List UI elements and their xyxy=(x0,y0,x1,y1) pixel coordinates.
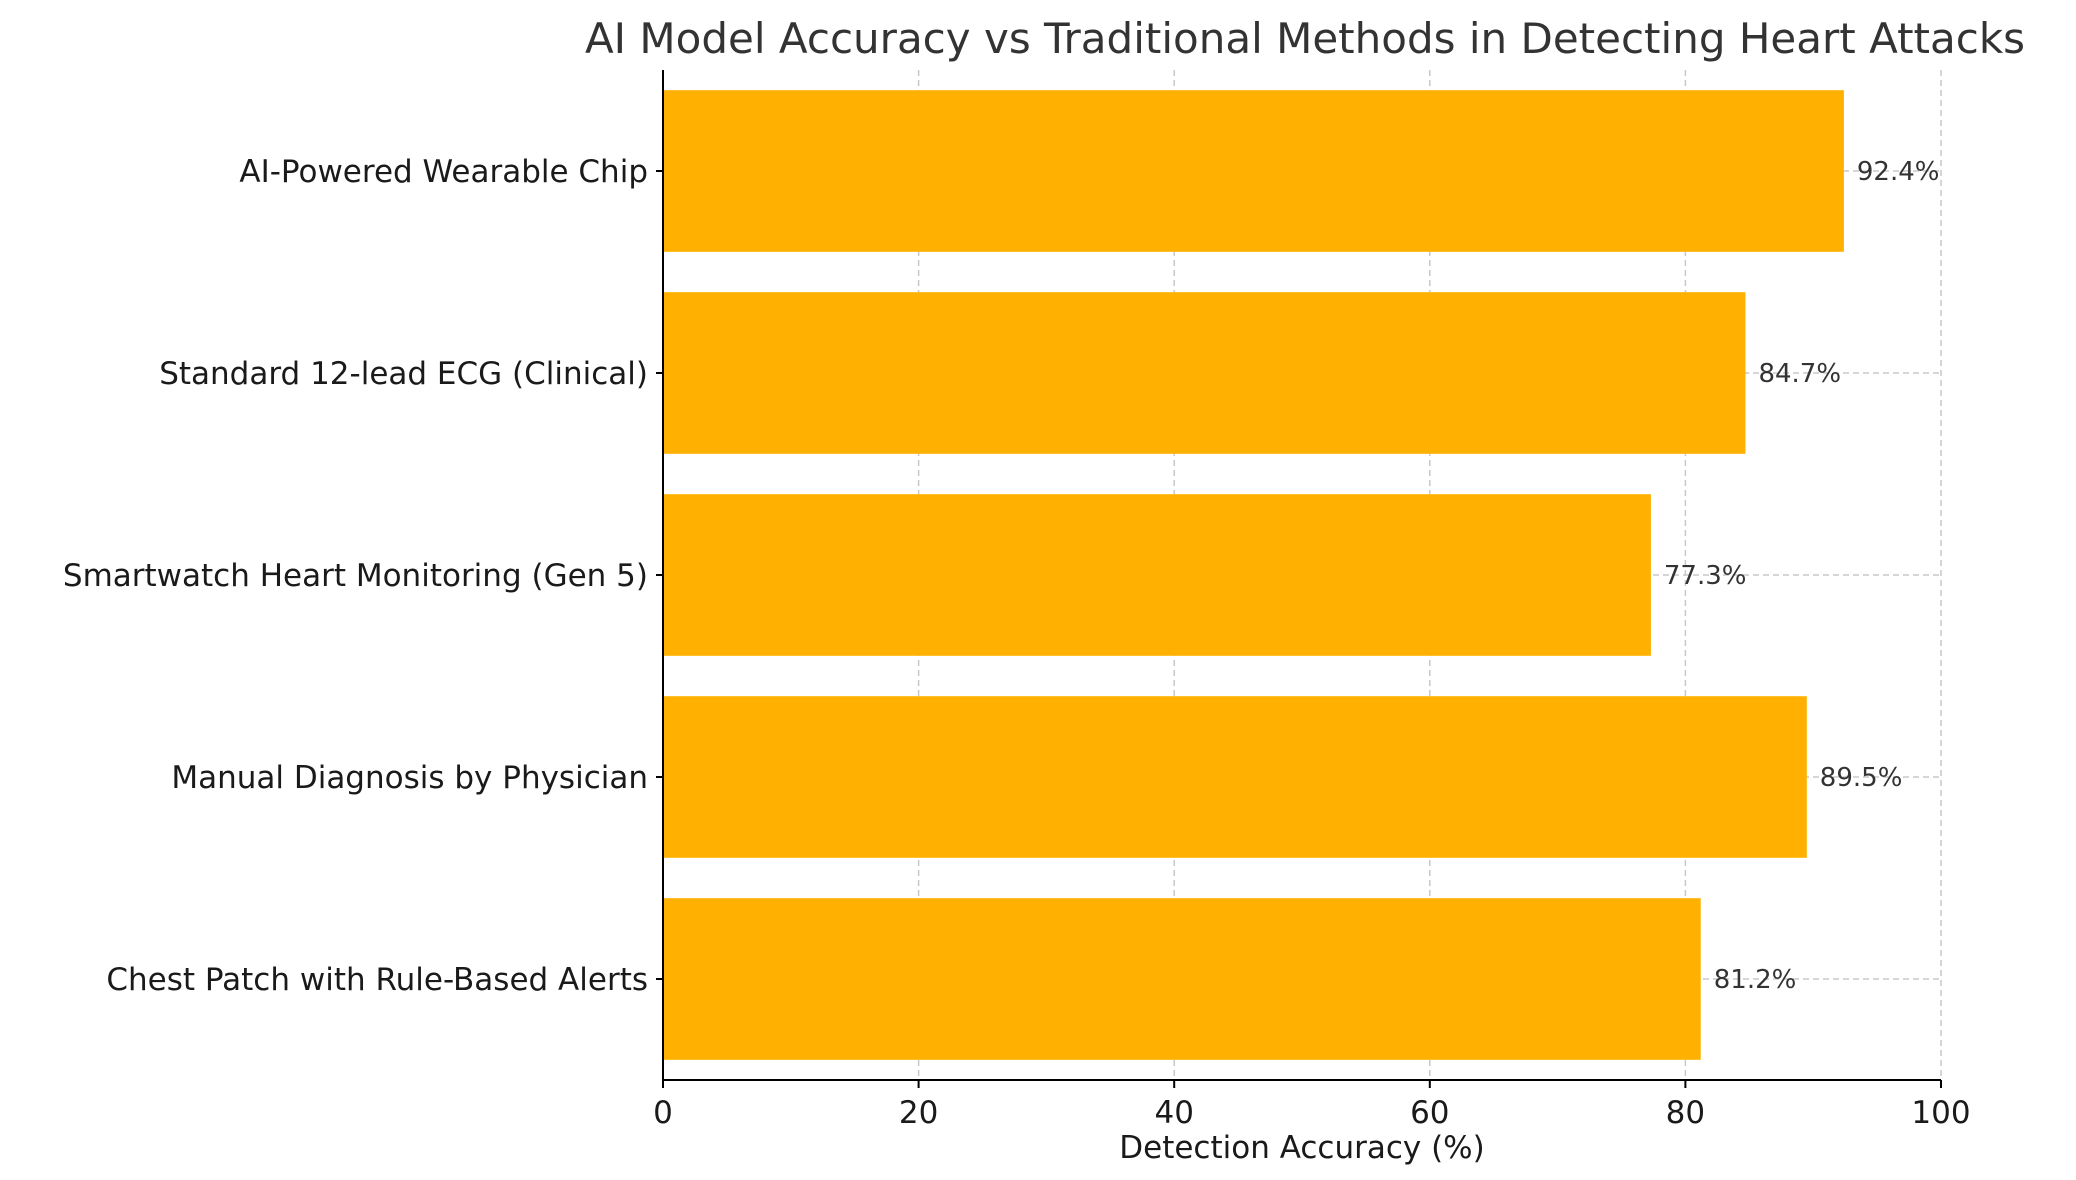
x-tick-label: 100 xyxy=(1911,1095,1970,1131)
bar xyxy=(663,696,1807,858)
bar xyxy=(663,292,1746,454)
bars xyxy=(663,90,1844,1060)
x-tick-labels: 0 20 40 60 80 100 xyxy=(653,1095,1970,1131)
axes xyxy=(656,70,1942,1088)
bar-value-label: 77.3% xyxy=(1664,561,1747,591)
y-tick-label: Smartwatch Heart Monitoring (Gen 5) xyxy=(63,558,648,594)
bar xyxy=(663,90,1844,252)
y-tick-label: AI-Powered Wearable Chip xyxy=(239,154,648,190)
y-tick-label: Manual Diagnosis by Physician xyxy=(171,760,648,796)
x-tick-label: 80 xyxy=(1666,1095,1705,1131)
bar-value-label: 84.7% xyxy=(1758,359,1841,389)
x-tick-label: 40 xyxy=(1154,1095,1193,1131)
y-tick-labels: AI-Powered Wearable Chip Standard 12-lead… xyxy=(63,154,648,998)
chart-title: AI Model Accuracy vs Traditional Methods… xyxy=(585,14,2025,63)
y-tick-label: Chest Patch with Rule-Based Alerts xyxy=(106,962,648,998)
bar-value-label: 92.4% xyxy=(1857,157,1940,187)
x-axis-title: Detection Accuracy (%) xyxy=(1119,1130,1484,1166)
data-labels: 92.4% 84.7% 77.3% 89.5% 81.2% xyxy=(1664,157,1940,995)
y-tick-label: Standard 12-lead ECG (Clinical) xyxy=(159,356,648,392)
bar-value-label: 89.5% xyxy=(1820,763,1903,793)
x-tick-label: 0 xyxy=(653,1095,673,1131)
x-tick-label: 20 xyxy=(899,1095,938,1131)
x-tick-label: 60 xyxy=(1410,1095,1449,1131)
bar-value-label: 81.2% xyxy=(1714,965,1797,995)
bar xyxy=(663,898,1701,1060)
bar xyxy=(663,494,1651,656)
